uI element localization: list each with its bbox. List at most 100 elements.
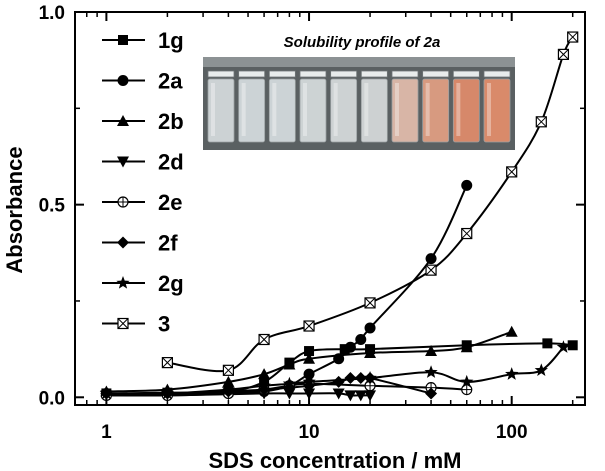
data-point-2b (460, 341, 473, 353)
legend-marker (117, 196, 129, 208)
x-tick-label: 1 (101, 422, 112, 443)
legend-marker (117, 317, 129, 330)
legend-label: 3 (158, 312, 170, 337)
series-line-2b (106, 330, 513, 393)
inset-title: Solubility profile of 2a (284, 34, 441, 51)
vial (483, 78, 511, 143)
vial-glare (487, 83, 491, 136)
series-layer (99, 31, 579, 402)
data-point-2a (425, 253, 437, 265)
data-point-1g (304, 346, 315, 357)
vial (452, 78, 480, 143)
data-point-2g (556, 340, 571, 353)
data-point-3 (506, 166, 518, 178)
vial (299, 78, 327, 143)
data-point-2a (364, 322, 376, 334)
legend-label: 2b (158, 109, 184, 134)
data-point-2g (424, 365, 438, 378)
vial (360, 78, 388, 143)
vial (391, 78, 419, 143)
data-point-2b (364, 346, 377, 358)
vial-glare (241, 83, 246, 136)
data-point-2b (505, 325, 518, 337)
data-point-1g (567, 340, 578, 351)
y-axis-label: Absorbance (2, 146, 27, 273)
legend-marker (117, 236, 129, 249)
vial-glare (456, 83, 461, 136)
data-point-2d (344, 390, 357, 402)
data-point-2b (258, 368, 271, 380)
vial-cap (207, 70, 235, 78)
legend-marker (117, 156, 129, 168)
data-point-2f (425, 387, 438, 400)
data-point-2d (364, 390, 377, 402)
legend: 1g 2a 2b 2d 2e 2f 2g 3 (102, 28, 184, 337)
inset-photo: Solubility profile of 2a (203, 34, 515, 150)
data-point-2b (303, 352, 316, 364)
vial-cap (299, 70, 327, 78)
legend-marker (117, 115, 129, 126)
vial-cap (422, 70, 450, 78)
vial (207, 78, 235, 143)
data-point-2b (222, 375, 235, 387)
vial-glare (333, 83, 338, 136)
data-point-2f (344, 372, 357, 385)
data-point-3 (303, 320, 315, 332)
series-line-2g (106, 346, 565, 395)
vial-cap (360, 70, 388, 78)
y-tick-label: 0.5 (39, 196, 66, 217)
vial-cap (268, 70, 296, 78)
vial-glare (425, 83, 430, 136)
vial-glare (272, 83, 277, 136)
x-axis-label: SDS concentration / mM (208, 448, 461, 471)
legend-label: 2e (158, 190, 182, 215)
legend-entry-2e: 2e (102, 190, 182, 215)
x-tick-label: 10 (298, 422, 319, 443)
legend-marker (118, 35, 128, 45)
data-point-2g (99, 386, 114, 400)
data-point-2a (461, 179, 473, 191)
legend-label: 1g (158, 28, 184, 53)
data-point-2b (425, 345, 438, 357)
data-point-2f (332, 375, 345, 388)
vial-cap (391, 70, 419, 78)
data-point-1g (542, 338, 553, 349)
legend-marker (117, 75, 129, 86)
data-point-2g (363, 371, 377, 384)
legend-label: 2d (158, 150, 184, 175)
vial-cap (330, 70, 358, 78)
data-point-1g (339, 344, 350, 355)
vial-glare (364, 83, 369, 136)
legend-label: 2a (158, 69, 183, 94)
legend-entry-1g: 1g (102, 28, 184, 53)
legend-entry-2f: 2f (102, 231, 178, 256)
legend-entry-2b: 2b (102, 109, 184, 134)
legend-label: 2g (158, 271, 184, 296)
legend-marker (116, 276, 130, 289)
legend-entry-2d: 2d (102, 150, 184, 175)
vial-glare (303, 83, 307, 136)
data-point-3 (461, 227, 473, 240)
vial-cap (238, 70, 266, 78)
vial (238, 78, 266, 143)
legend-entry-2a: 2a (102, 69, 183, 94)
data-point-2g (505, 367, 519, 380)
data-point-2d (303, 388, 316, 400)
data-point-2a (303, 368, 315, 380)
data-point-3 (567, 31, 579, 43)
data-point-2d (283, 388, 296, 400)
data-point-2g (282, 376, 297, 390)
x-tick-label: 100 (496, 422, 528, 443)
data-point-2g (460, 374, 474, 388)
series-2g (99, 340, 571, 400)
data-point-2g (257, 378, 271, 392)
y-tick-label: 1.0 (39, 3, 65, 24)
vial-cap (483, 70, 511, 78)
data-point-3 (425, 264, 437, 276)
legend-entry-3: 3 (102, 312, 170, 337)
data-point-3 (258, 333, 270, 346)
vial (330, 78, 358, 143)
y-tick-label: 0.0 (39, 388, 65, 409)
series-3 (161, 31, 579, 376)
data-point-3 (222, 364, 234, 376)
